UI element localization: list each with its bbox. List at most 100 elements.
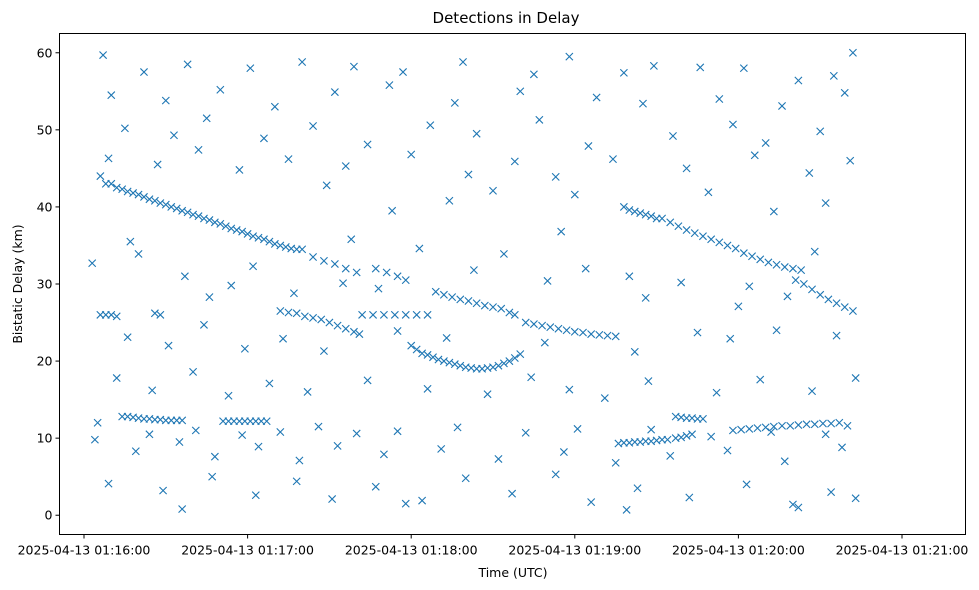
data-point <box>167 202 176 211</box>
data-point <box>153 160 162 169</box>
data-point <box>90 435 99 444</box>
data-point <box>698 232 707 241</box>
data-point <box>510 157 519 166</box>
data-point <box>352 268 361 277</box>
data-point <box>510 354 519 362</box>
x-axis-label: Time (UTC) <box>477 565 547 580</box>
data-point <box>630 347 639 356</box>
data-point <box>437 444 446 453</box>
data-point <box>829 71 838 80</box>
data-point <box>554 324 563 333</box>
data-point <box>797 266 806 275</box>
data-point <box>818 419 827 428</box>
data-point <box>123 187 132 196</box>
data-point <box>112 183 121 192</box>
data-point <box>388 206 397 215</box>
data-point <box>788 264 797 273</box>
data-point <box>450 360 459 369</box>
data-point <box>666 451 675 460</box>
data-point <box>707 235 716 244</box>
data-point <box>769 422 778 431</box>
data-point <box>693 328 702 337</box>
data-point <box>780 263 789 272</box>
data-point <box>238 431 247 440</box>
data-point <box>93 418 102 427</box>
x-axis: 2025-04-13 01:16:00 2025-04-13 01:17:00 20… <box>18 534 968 558</box>
data-point <box>682 226 691 235</box>
data-point <box>448 293 457 302</box>
data-point <box>418 349 427 358</box>
data-point <box>677 278 686 287</box>
data-point <box>276 427 285 436</box>
data-point <box>636 209 645 218</box>
y-tick-label: 10 <box>37 431 53 446</box>
data-point <box>210 218 219 227</box>
data-point <box>270 102 279 111</box>
data-point <box>641 293 650 302</box>
x-tick-label: 2025-04-13 01:16:00 <box>18 543 151 558</box>
data-point <box>578 328 587 337</box>
data-point <box>439 357 448 366</box>
data-point <box>259 235 268 244</box>
data-point <box>189 210 198 219</box>
data-point <box>156 310 165 319</box>
data-point <box>848 48 857 57</box>
data-point <box>412 345 421 354</box>
y-tick-label: 40 <box>37 199 53 214</box>
data-point <box>205 293 214 302</box>
data-point <box>328 495 337 504</box>
data-point <box>401 499 410 508</box>
data-point <box>319 347 328 356</box>
data-point <box>164 341 173 350</box>
data-point <box>543 276 552 285</box>
data-point <box>317 315 326 324</box>
data-point <box>838 443 847 452</box>
data-point <box>289 289 298 298</box>
x-tick-label: 2025-04-13 01:19:00 <box>508 543 641 558</box>
data-point <box>120 124 129 133</box>
data-point <box>704 188 713 197</box>
data-point <box>690 229 699 238</box>
y-axis: 0 10 20 30 40 50 60 <box>37 45 60 523</box>
data-point <box>439 290 448 299</box>
data-point <box>464 296 473 305</box>
data-point <box>339 279 348 288</box>
data-point <box>150 309 159 318</box>
x-tick-label: 2025-04-13 01:20:00 <box>672 543 805 558</box>
data-point <box>753 424 762 433</box>
data-point <box>270 239 279 248</box>
data-point <box>658 214 667 223</box>
y-tick-label: 60 <box>37 45 53 60</box>
data-point <box>292 477 301 486</box>
data-point <box>191 426 200 435</box>
data-point <box>333 321 342 330</box>
data-point <box>666 218 675 227</box>
data-point <box>456 295 465 304</box>
y-tick-label: 30 <box>37 277 53 292</box>
data-point <box>175 438 184 446</box>
data-point <box>647 212 656 221</box>
data-point <box>638 99 647 108</box>
data-point <box>349 62 358 71</box>
data-point <box>715 238 724 247</box>
data-point <box>674 222 683 231</box>
data-point <box>707 432 716 441</box>
data-point <box>551 470 560 479</box>
data-point <box>172 204 181 213</box>
data-point <box>246 64 255 73</box>
data-point <box>821 199 830 208</box>
data-point <box>788 500 797 509</box>
data-point <box>341 324 350 333</box>
data-point <box>159 486 168 495</box>
data-point <box>224 391 233 400</box>
data-point <box>499 249 508 258</box>
data-point <box>668 132 677 141</box>
data-point <box>374 284 383 293</box>
data-point <box>393 272 402 281</box>
y-tick-label: 50 <box>37 122 53 137</box>
data-point <box>483 390 492 399</box>
data-point <box>341 162 350 171</box>
data-point <box>99 51 108 60</box>
data-point <box>178 505 187 514</box>
